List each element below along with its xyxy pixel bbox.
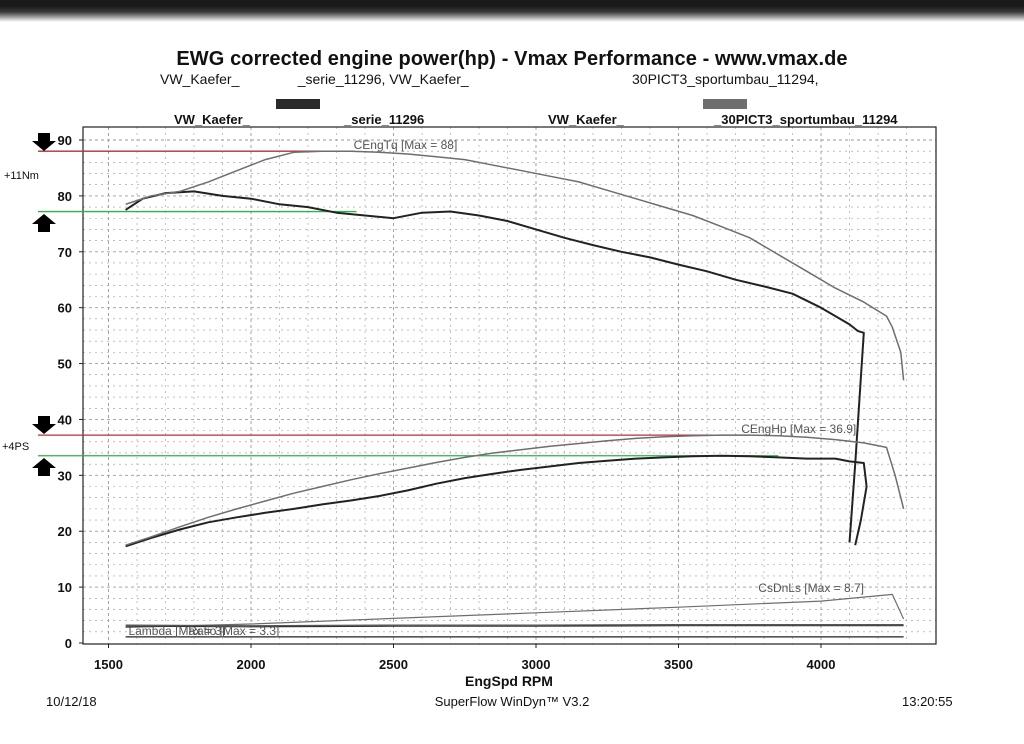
footer-time: 13:20:55 bbox=[902, 694, 953, 709]
series-line-lambda bbox=[125, 623, 904, 627]
legend-label-serie-left: VW_Kaefer_ bbox=[174, 112, 250, 127]
series-line-cengtq bbox=[125, 150, 905, 381]
axis-ticks: 0 10 20 30 40 50 60 70 80 90 1500 2000 2500 3000 3500 4… bbox=[58, 133, 836, 672]
series-label: CsDnLs [Max = 8.7] bbox=[758, 581, 864, 595]
legend-swatch-serie bbox=[276, 99, 320, 109]
series-line-lambda bbox=[125, 625, 904, 628]
arrow-down-icon bbox=[32, 416, 56, 434]
x-tick-label: 1500 bbox=[94, 657, 123, 672]
footer-software: SuperFlow WinDyn™ V3.2 bbox=[434, 694, 590, 709]
footer-date: 10/12/18 bbox=[46, 694, 97, 709]
series-label: CEngHp [Max = 36.9] bbox=[741, 422, 856, 436]
y-tick-label: 50 bbox=[58, 357, 72, 372]
y-tick-label: 80 bbox=[58, 189, 72, 204]
x-tick-label: 2500 bbox=[379, 657, 408, 672]
series-label: CEngTq [Max = 88] bbox=[354, 138, 458, 152]
chart-subtitle-right: 30PICT3_sportumbau_11294, bbox=[632, 71, 819, 87]
y-tick-label: 60 bbox=[58, 301, 72, 316]
legend-label-sport-right: _30PICT3_sportumbau_11294 bbox=[714, 112, 898, 127]
series-labels: CEngTq [Max = 88] CEngHp [Max = 36.9] CsDn… bbox=[128, 138, 864, 638]
x-tick-label: 2000 bbox=[237, 657, 266, 672]
legend-label-serie-right: _serie_11296 bbox=[344, 112, 425, 127]
legend-swatch-sportumbau bbox=[703, 99, 747, 109]
series-line-cenghp bbox=[125, 434, 905, 546]
y-tick-label: 20 bbox=[58, 524, 72, 539]
plot-frame bbox=[82, 126, 937, 645]
series-label: Lambda [Max = 3] bbox=[128, 624, 224, 638]
y-tick-label: 90 bbox=[58, 133, 72, 148]
x-tick-label: 4000 bbox=[807, 657, 836, 672]
series-line-cenghp bbox=[125, 454, 868, 548]
reference-lines bbox=[38, 150, 779, 457]
scan-edge bbox=[0, 0, 1024, 22]
torque-gain-label: +11Nm bbox=[4, 170, 39, 182]
gain-arrows bbox=[32, 133, 56, 476]
legend-label-sport-left: VW_Kaefer_ bbox=[548, 112, 624, 127]
y-tick-label: 0 bbox=[65, 636, 72, 651]
arrow-up-icon bbox=[32, 214, 56, 232]
arrow-up-icon bbox=[32, 458, 56, 476]
x-tick-label: 3500 bbox=[664, 657, 693, 672]
series-label: Ratio [Max = 3.3] bbox=[188, 624, 279, 638]
series-line-cengtq bbox=[125, 190, 865, 543]
power-gain-label: +4PS bbox=[2, 441, 30, 453]
series-lines bbox=[125, 150, 905, 638]
chart-title: EWG corrected engine power(hp) - Vmax Pe… bbox=[176, 48, 848, 70]
x-tick-label: 3000 bbox=[522, 657, 551, 672]
series-line-csdnls bbox=[125, 593, 905, 628]
x-axis-title: EngSpd RPM bbox=[465, 673, 553, 689]
y-tick-label: 10 bbox=[58, 580, 72, 595]
y-tick-label: 70 bbox=[58, 245, 72, 260]
y-tick-label: 40 bbox=[58, 412, 72, 427]
arrow-down-icon bbox=[32, 133, 56, 151]
y-tick-label: 30 bbox=[58, 468, 72, 483]
chart-subtitle-left: VW_Kaefer_ _serie_11296, VW_Kaefer_ bbox=[160, 71, 469, 87]
chart-grid bbox=[83, 127, 936, 644]
